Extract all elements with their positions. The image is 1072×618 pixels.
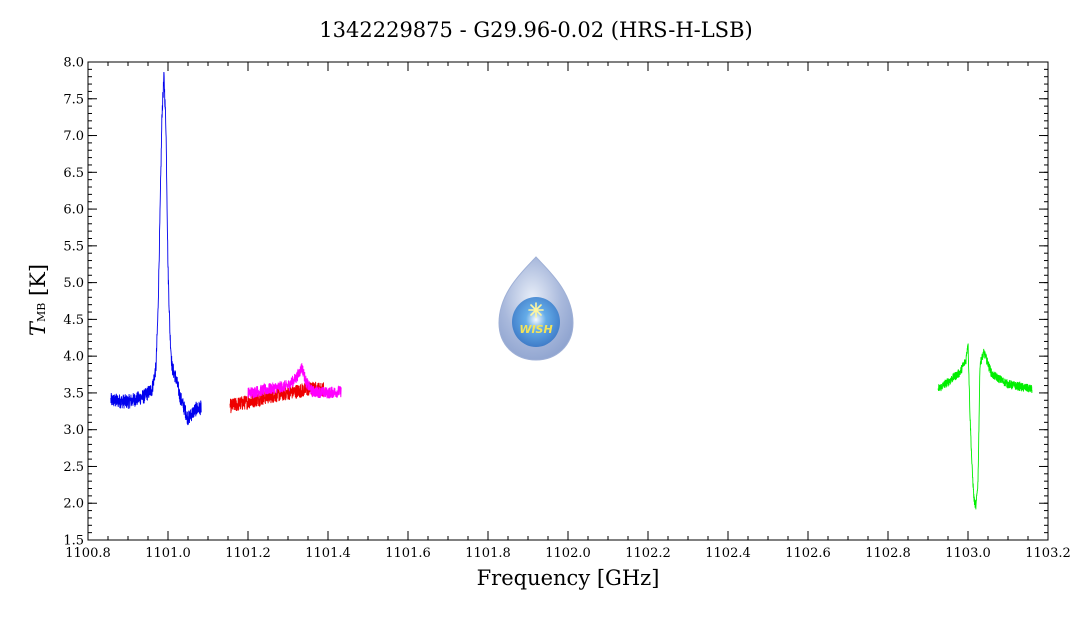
x-tick-label: 1101.2 xyxy=(225,546,271,561)
spectrum-series-3 xyxy=(247,363,342,399)
y-tick-label: 8.0 xyxy=(63,56,84,71)
wish-logo: WISH xyxy=(498,256,574,361)
y-tick-label: 4.0 xyxy=(63,350,84,365)
y-tick-label: 6.0 xyxy=(63,203,84,218)
spectrum-series-4 xyxy=(937,343,1033,510)
x-tick-label: 1101.0 xyxy=(145,546,191,561)
y-tick-label: 6.5 xyxy=(63,166,84,181)
y-axis-symbol: T xyxy=(26,322,50,337)
x-tick-label: 1102.6 xyxy=(785,546,831,561)
y-tick-label: 4.5 xyxy=(63,313,84,328)
y-axis-unit: [K] xyxy=(26,263,50,297)
y-axis-subscript: MB xyxy=(35,302,48,323)
x-axis-label: Frequency [GHz] xyxy=(476,566,660,590)
y-tick-label: 5.5 xyxy=(63,239,84,254)
x-tick-label: 1102.4 xyxy=(705,546,751,561)
y-tick-label: 3.0 xyxy=(63,423,84,438)
y-tick-label: 3.5 xyxy=(63,386,84,401)
chart-title: 1342229875 - G29.96-0.02 (HRS-H-LSB) xyxy=(319,18,753,42)
y-tick-label: 7.0 xyxy=(63,129,84,144)
y-tick-label: 7.5 xyxy=(63,92,84,107)
x-tick-label: 1102.0 xyxy=(545,546,591,561)
y-tick-label: 1.5 xyxy=(63,534,84,549)
x-tick-label: 1103.2 xyxy=(1025,546,1071,561)
x-tick-label: 1101.8 xyxy=(465,546,511,561)
x-tick-label: 1102.2 xyxy=(625,546,671,561)
wish-logo-text: WISH xyxy=(519,323,552,336)
x-tick-label: 1101.6 xyxy=(385,546,431,561)
y-tick-label: 2.5 xyxy=(63,460,84,475)
y-tick-label: 2.0 xyxy=(63,497,84,512)
x-tick-label: 1100.8 xyxy=(65,546,111,561)
y-axis-label: TMB [K] xyxy=(26,264,50,336)
x-tick-label: 1102.8 xyxy=(865,546,911,561)
x-tick-label: 1103.0 xyxy=(945,546,991,561)
x-tick-label: 1101.4 xyxy=(305,546,351,561)
spectrum-series-1 xyxy=(110,72,202,426)
y-tick-label: 5.0 xyxy=(63,276,84,291)
